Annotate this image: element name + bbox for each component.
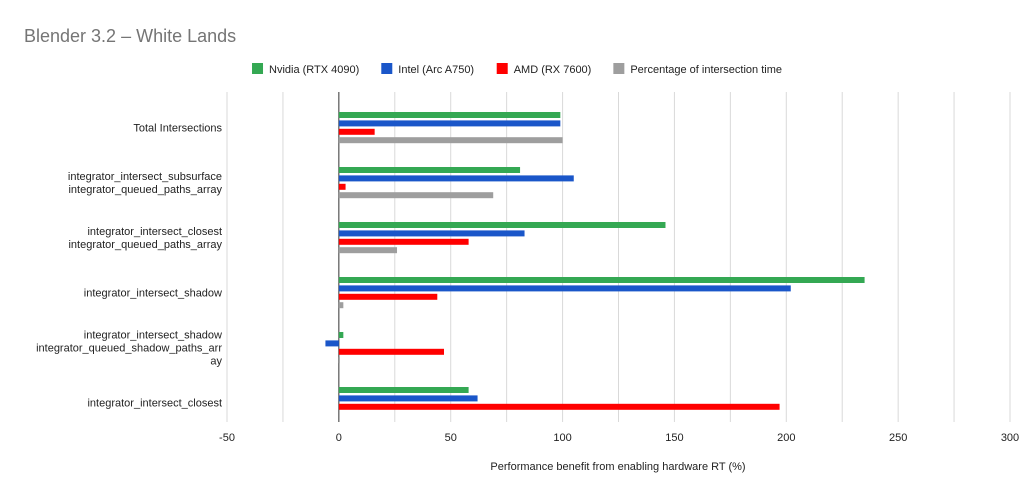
x-tick-label: 50 (445, 432, 457, 444)
category-label: Total Intersections (133, 123, 222, 135)
bar-0-2 (338, 222, 666, 228)
x-tick-label: -50 (219, 432, 235, 444)
bar-3-2 (338, 247, 398, 254)
bar-1-2 (338, 230, 525, 237)
category-label: integrator_intersect_closest (87, 398, 222, 410)
category-label: ay (210, 356, 222, 368)
bar-3-3 (338, 302, 344, 309)
bar-3-1 (338, 192, 494, 199)
x-axis-ticks: -50 0 50 100 150 200 250 300 (219, 432, 1019, 444)
bars (325, 112, 865, 410)
legend-label-1: Intel (Arc A750) (398, 64, 474, 76)
bar-3-4 (338, 357, 340, 364)
bar-2-2 (338, 238, 469, 245)
x-tick-label: 250 (889, 432, 907, 444)
legend-swatch-3 (613, 63, 625, 74)
bar-0-0 (338, 112, 561, 118)
legend: Nvidia (RTX 4090) Intel (Arc A750) AMD (RX… (252, 63, 782, 76)
category-label: integrator_intersect_subsurface (68, 171, 222, 183)
bar-0-4 (338, 332, 344, 338)
x-tick-label: 100 (553, 432, 571, 444)
x-tick-label: 150 (665, 432, 683, 444)
bar-1-4 (325, 340, 339, 347)
bar-2-0 (338, 128, 375, 135)
legend-swatch-2 (496, 63, 508, 74)
x-tick-label: 300 (1001, 432, 1019, 444)
x-tick-label: 0 (336, 432, 342, 444)
bar-2-1 (338, 183, 346, 190)
legend-label-2: AMD (RX 7600) (514, 64, 592, 76)
x-axis-title: Performance benefit from enabling hardwa… (490, 461, 745, 473)
category-label: integrator_queued_paths_array (68, 184, 222, 196)
category-label: integrator_queued_paths_array (68, 239, 222, 251)
bar-2-5 (338, 403, 780, 410)
x-tick-label: 200 (777, 432, 795, 444)
bar-0-5 (338, 387, 469, 393)
category-label: integrator_intersect_shadow (84, 288, 222, 300)
legend-label-3: Percentage of intersection time (630, 64, 782, 76)
category-label: integrator_intersect_closest (87, 226, 222, 238)
bar-1-1 (338, 175, 574, 182)
category-label: integrator_queued_shadow_paths_arr (36, 343, 222, 355)
bar-3-0 (338, 137, 563, 144)
chart-title: Blender 3.2 – White Lands (24, 26, 236, 46)
bar-1-3 (338, 285, 791, 292)
category-labels: Total Intersections integrator_intersect_… (36, 123, 222, 410)
legend-swatch-1 (381, 63, 393, 74)
legend-label-0: Nvidia (RTX 4090) (269, 64, 359, 76)
gridlines (226, 92, 1011, 422)
bar-0-3 (338, 277, 865, 283)
legend-swatch-0 (252, 63, 264, 74)
bar-1-5 (338, 395, 478, 402)
category-label: integrator_intersect_shadow (84, 330, 222, 342)
bar-2-4 (338, 348, 445, 355)
bar-1-0 (338, 120, 561, 127)
bar-0-1 (338, 167, 521, 173)
bar-2-3 (338, 293, 438, 300)
